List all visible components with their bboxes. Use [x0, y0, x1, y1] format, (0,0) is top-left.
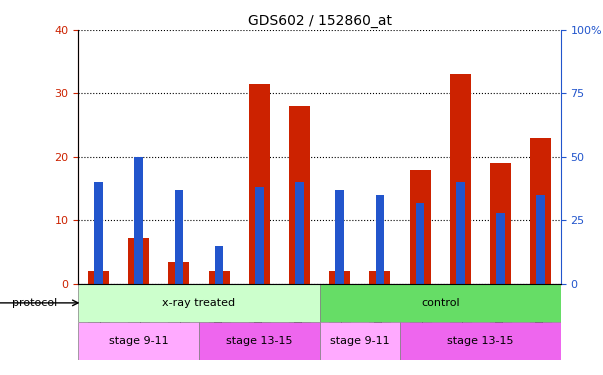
- FancyBboxPatch shape: [400, 322, 561, 360]
- Title: GDS602 / 152860_at: GDS602 / 152860_at: [248, 13, 391, 28]
- Bar: [329, 271, 350, 284]
- Bar: [295, 182, 304, 284]
- Bar: [416, 202, 425, 284]
- Text: x-ray treated: x-ray treated: [162, 298, 236, 308]
- Bar: [209, 271, 230, 284]
- FancyBboxPatch shape: [199, 322, 320, 360]
- FancyBboxPatch shape: [320, 284, 561, 322]
- Bar: [496, 213, 505, 284]
- Bar: [94, 182, 103, 284]
- Bar: [376, 195, 384, 284]
- Text: stage 13-15: stage 13-15: [447, 336, 514, 346]
- Text: stage 9-11: stage 9-11: [330, 336, 390, 346]
- Bar: [335, 190, 344, 284]
- Bar: [289, 106, 310, 284]
- Bar: [409, 170, 431, 284]
- Bar: [249, 84, 270, 284]
- Bar: [128, 238, 150, 284]
- Bar: [175, 190, 183, 284]
- Text: control: control: [421, 298, 459, 308]
- Bar: [490, 163, 511, 284]
- Bar: [456, 182, 464, 284]
- Bar: [215, 246, 223, 284]
- Bar: [255, 188, 264, 284]
- Bar: [88, 271, 109, 284]
- Bar: [168, 262, 189, 284]
- Bar: [450, 74, 471, 284]
- Bar: [134, 157, 143, 284]
- Text: stage 9-11: stage 9-11: [109, 336, 168, 346]
- FancyBboxPatch shape: [78, 284, 320, 322]
- Bar: [537, 195, 545, 284]
- Bar: [530, 138, 551, 284]
- Bar: [369, 271, 391, 284]
- Text: stage 13-15: stage 13-15: [226, 336, 292, 346]
- Text: protocol: protocol: [12, 298, 57, 308]
- FancyBboxPatch shape: [320, 322, 400, 360]
- FancyBboxPatch shape: [78, 322, 199, 360]
